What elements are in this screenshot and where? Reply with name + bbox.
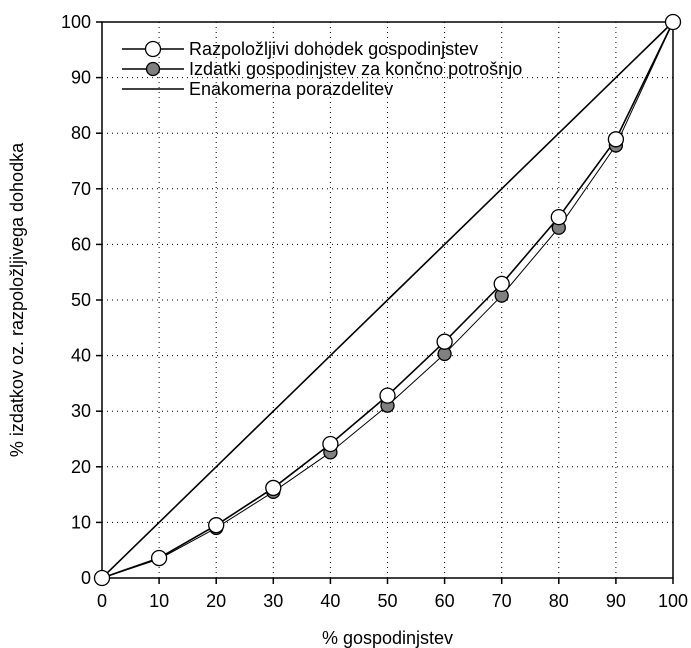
x-tick-label: 60 xyxy=(435,591,455,611)
x-tick-label: 100 xyxy=(658,591,688,611)
y-tick-label: 90 xyxy=(71,68,91,88)
y-tick-label: 50 xyxy=(71,290,91,310)
y-tick-label: 40 xyxy=(71,346,91,366)
y-tick-label: 70 xyxy=(71,179,91,199)
y-tick-label: 100 xyxy=(61,12,91,32)
x-tick-label: 40 xyxy=(320,591,340,611)
x-tick-labels: 0 10 20 30 40 50 60 70 80 90 100 xyxy=(97,591,688,611)
x-tick-label: 50 xyxy=(377,591,397,611)
y-tick-label: 60 xyxy=(71,234,91,254)
data-point-open xyxy=(664,13,682,31)
x-tick-label: 10 xyxy=(149,591,169,611)
data-point-open xyxy=(322,435,339,453)
data-point-open xyxy=(607,131,625,148)
data-point-open xyxy=(265,479,282,497)
legend-marker xyxy=(144,40,162,58)
data-point-open xyxy=(150,549,168,567)
legend-label: Enakomerna porazdelitev xyxy=(189,79,393,99)
data-point-open xyxy=(493,275,510,293)
data-point-open xyxy=(550,209,567,226)
y-tick-label: 30 xyxy=(71,401,91,421)
data-point-open xyxy=(208,517,225,534)
x-tick-label: 30 xyxy=(263,591,283,611)
x-axis-label: % gospodinjstev xyxy=(322,628,453,648)
y-tick-label: 20 xyxy=(71,457,91,477)
series-line-2 xyxy=(101,21,674,579)
series xyxy=(93,13,682,587)
x-tick-label: 20 xyxy=(206,591,226,611)
legend-label: Razpoložljivi dohodek gospodinjstev xyxy=(189,39,478,59)
x-tick-label: 80 xyxy=(549,591,569,611)
y-tick-label: 80 xyxy=(71,123,91,143)
data-point-open xyxy=(93,569,111,587)
x-tick-label: 70 xyxy=(492,591,512,611)
legend-marker xyxy=(145,61,161,77)
legend-label: Izdatki gospodinjstev za končno potrošnj… xyxy=(189,59,522,79)
legend: Razpoložljivi dohodek gospodinjstevIzdat… xyxy=(122,39,522,99)
x-tick-label: 90 xyxy=(606,591,626,611)
y-tick-label: 10 xyxy=(71,512,91,532)
y-axis-label: % izdatkov oz. razpoložljivega dohodka xyxy=(7,142,27,457)
y-tick-label: 0 xyxy=(81,568,91,588)
x-tick-label: 0 xyxy=(97,591,107,611)
data-point-open xyxy=(436,333,453,350)
y-tick-labels: 0 10 20 30 40 50 60 70 80 90 100 xyxy=(61,12,91,588)
data-point-open xyxy=(379,387,396,404)
